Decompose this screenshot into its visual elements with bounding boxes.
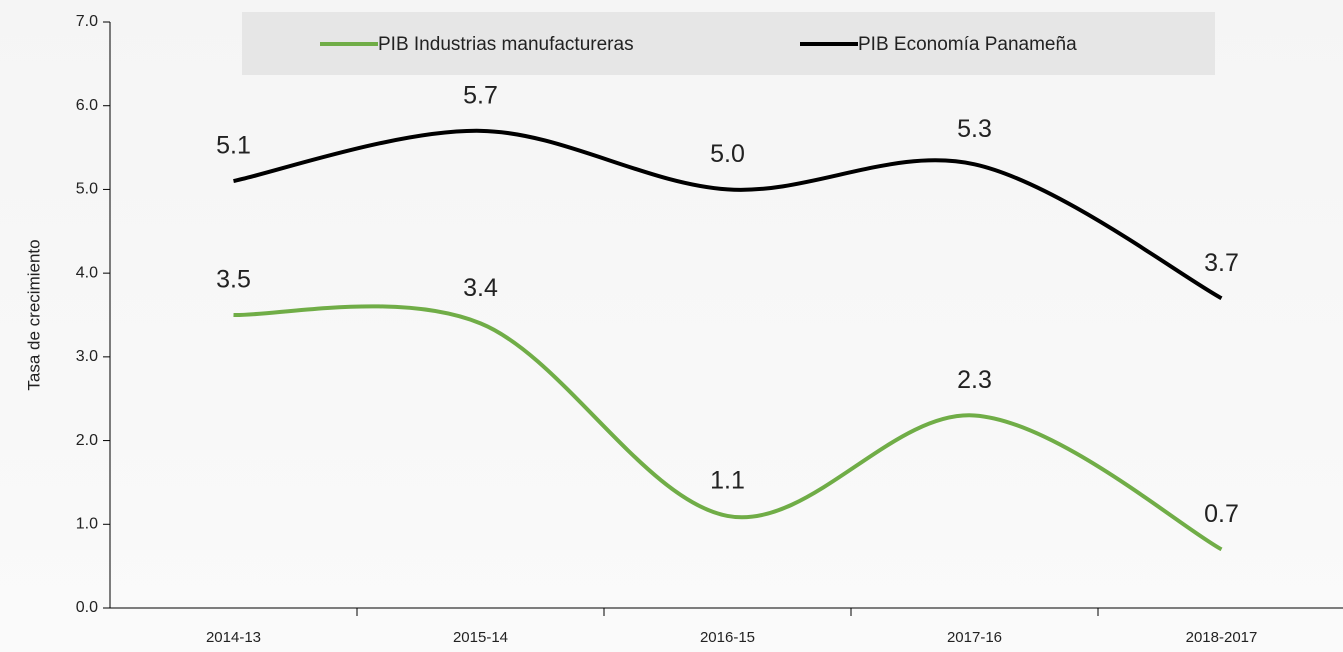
x-tick-label: 2018-2017 [1186,629,1258,646]
y-tick-label: 3.0 [76,348,98,365]
data-label: 5.0 [710,140,745,168]
data-label: 2.3 [957,366,992,394]
data-label: 0.7 [1204,500,1239,528]
data-label: 5.1 [216,132,251,160]
y-tick-label: 2.0 [76,432,98,449]
y-tick-label: 7.0 [76,13,98,30]
data-label: 3.7 [1204,249,1239,277]
data-label: 5.3 [957,115,992,143]
legend-label: PIB Economía Panameña [858,34,1077,55]
x-tick-label: 2016-15 [700,629,755,646]
x-tick-label: 2015-14 [453,629,508,646]
y-tick-label: 1.0 [76,516,98,533]
data-label: 5.7 [463,81,498,109]
x-tick-label: 2014-13 [206,629,261,646]
x-tick-label: 2017-16 [947,629,1002,646]
y-axis-label: Tasa de crecimiento [24,239,43,390]
data-label: 3.5 [216,266,251,294]
y-tick-label: 5.0 [76,181,98,198]
y-tick-label: 4.0 [76,264,98,281]
y-tick-label: 0.0 [76,599,98,616]
line [233,128,1223,301]
y-tick-label: 6.0 [76,97,98,114]
line [233,304,1223,552]
data-label: 1.1 [710,467,745,495]
legend-box [242,12,1215,75]
legend-label: PIB Industrias manufactureras [378,34,634,55]
data-label: 3.4 [463,274,498,302]
